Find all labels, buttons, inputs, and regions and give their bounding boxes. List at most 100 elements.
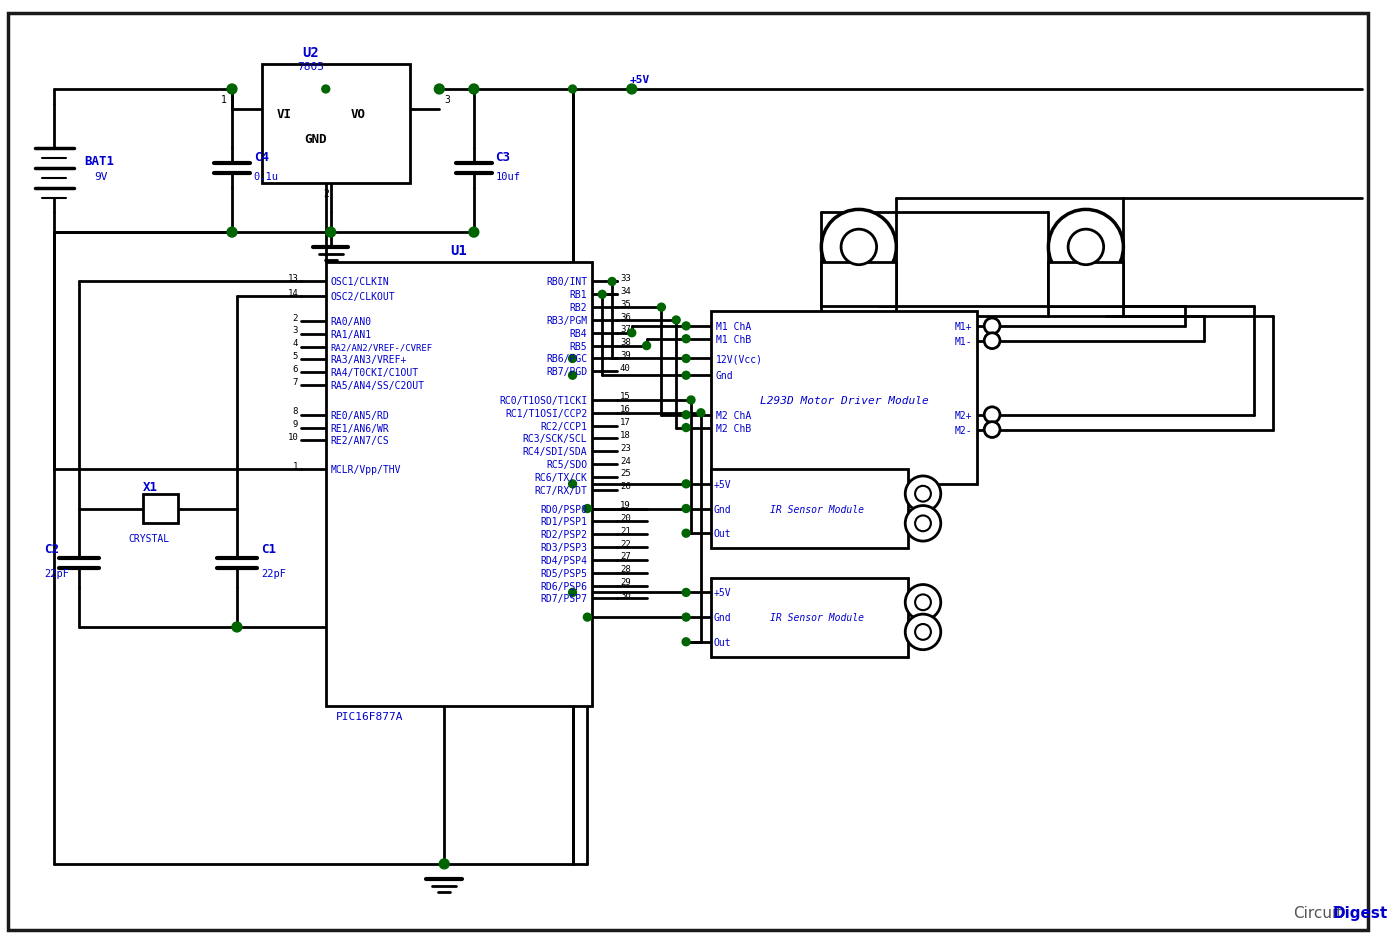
Text: RA1/AN1: RA1/AN1 [330, 329, 372, 340]
Text: 3: 3 [445, 94, 450, 105]
Text: Out: Out [714, 529, 732, 539]
Text: RA5/AN4/SS/C2OUT: RA5/AN4/SS/C2OUT [330, 380, 425, 391]
Text: Digest: Digest [1333, 905, 1388, 920]
Circle shape [682, 530, 690, 537]
Circle shape [905, 477, 941, 512]
Text: C2: C2 [45, 542, 60, 555]
Text: 21: 21 [620, 526, 630, 535]
Text: CRYSTAL: CRYSTAL [128, 533, 170, 544]
Bar [711, 312, 977, 484]
Circle shape [905, 615, 941, 650]
Text: M1 ChB: M1 ChB [715, 334, 751, 345]
Text: RD2/PSP2: RD2/PSP2 [541, 530, 587, 540]
Circle shape [914, 624, 931, 640]
Circle shape [682, 424, 690, 432]
Bar [711, 469, 909, 548]
Text: RD5/PSP5: RD5/PSP5 [541, 568, 587, 578]
Circle shape [905, 585, 941, 620]
Text: 27: 27 [620, 552, 630, 561]
Circle shape [569, 86, 577, 93]
Text: 15: 15 [620, 392, 630, 401]
Text: 28: 28 [620, 565, 630, 574]
Text: RC1/T1OSI/CCP2: RC1/T1OSI/CCP2 [505, 409, 587, 418]
Circle shape [627, 85, 637, 94]
Text: Gnd: Gnd [715, 371, 733, 380]
Text: M2+: M2+ [955, 411, 973, 420]
Circle shape [914, 515, 931, 531]
Text: 12V(Vcc): 12V(Vcc) [715, 354, 763, 364]
Circle shape [821, 211, 896, 285]
Text: RB5: RB5 [570, 342, 587, 351]
Text: 36: 36 [620, 312, 630, 321]
Text: RA0/AN0: RA0/AN0 [330, 316, 372, 327]
Bar [821, 262, 896, 307]
Text: IR Sensor Module: IR Sensor Module [769, 613, 864, 622]
Text: 2: 2 [293, 313, 298, 322]
Text: 16: 16 [620, 405, 630, 413]
Text: RC0/T1OSO/T1CKI: RC0/T1OSO/T1CKI [499, 396, 587, 406]
Text: RB0/INT: RB0/INT [546, 278, 587, 287]
Text: RC6/TX/CK: RC6/TX/CK [534, 472, 587, 482]
Text: 22pF: 22pF [262, 568, 287, 578]
Circle shape [322, 86, 330, 93]
Text: Circuit: Circuit [1294, 905, 1342, 920]
Circle shape [231, 622, 241, 632]
Circle shape [914, 486, 931, 502]
Text: RB1: RB1 [570, 290, 587, 300]
Text: RE1/AN6/WR: RE1/AN6/WR [330, 423, 389, 433]
Text: PIC16F877A: PIC16F877A [336, 711, 403, 721]
Text: RB2: RB2 [570, 303, 587, 312]
Text: 9V: 9V [93, 172, 107, 181]
Circle shape [682, 355, 690, 363]
Text: 2: 2 [323, 189, 329, 198]
Text: RC2/CCP1: RC2/CCP1 [541, 421, 587, 431]
Circle shape [468, 85, 478, 94]
Text: 20: 20 [620, 514, 630, 522]
Text: VI: VI [276, 108, 291, 121]
Text: RB6/PGC: RB6/PGC [546, 354, 587, 364]
Text: M2-: M2- [955, 425, 973, 435]
Text: RB4: RB4 [570, 329, 587, 339]
Circle shape [627, 329, 636, 337]
Text: RE2/AN7/CS: RE2/AN7/CS [330, 436, 389, 446]
Text: 35: 35 [620, 299, 630, 309]
Text: RD6/PSP6: RD6/PSP6 [541, 581, 587, 591]
Text: 13: 13 [287, 274, 298, 282]
Text: 18: 18 [620, 430, 630, 440]
Circle shape [687, 396, 696, 404]
Bar [144, 495, 177, 524]
Circle shape [569, 372, 577, 379]
Text: U1: U1 [450, 244, 467, 258]
Circle shape [682, 505, 690, 513]
Text: 40: 40 [620, 363, 630, 373]
Text: 37: 37 [620, 325, 630, 334]
Text: OSC2/CLKOUT: OSC2/CLKOUT [330, 292, 396, 302]
Text: C1: C1 [262, 542, 276, 555]
Text: C3: C3 [495, 150, 510, 163]
Text: L293D Motor Driver Module: L293D Motor Driver Module [760, 396, 928, 406]
Circle shape [682, 638, 690, 646]
Text: +5V: +5V [630, 75, 650, 85]
Text: RA4/T0CKI/C1OUT: RA4/T0CKI/C1OUT [330, 368, 418, 378]
Text: 1: 1 [222, 94, 227, 105]
Circle shape [984, 408, 999, 423]
Circle shape [439, 859, 449, 868]
Text: U2: U2 [302, 46, 319, 60]
Circle shape [227, 228, 237, 238]
Circle shape [984, 333, 999, 349]
Text: 1: 1 [293, 461, 298, 470]
Text: RD4/PSP4: RD4/PSP4 [541, 555, 587, 565]
Circle shape [682, 323, 690, 330]
Circle shape [227, 85, 237, 94]
Bar [711, 578, 909, 657]
Text: RB3/PGM: RB3/PGM [546, 315, 587, 326]
Circle shape [569, 480, 577, 488]
Text: M2 ChB: M2 ChB [715, 423, 751, 433]
Circle shape [984, 319, 999, 334]
Circle shape [608, 278, 616, 286]
Text: OSC1/CLKIN: OSC1/CLKIN [330, 278, 389, 287]
Text: M1-: M1- [955, 336, 973, 346]
Circle shape [905, 506, 941, 542]
Text: 26: 26 [620, 481, 630, 491]
Text: 39: 39 [620, 350, 630, 360]
